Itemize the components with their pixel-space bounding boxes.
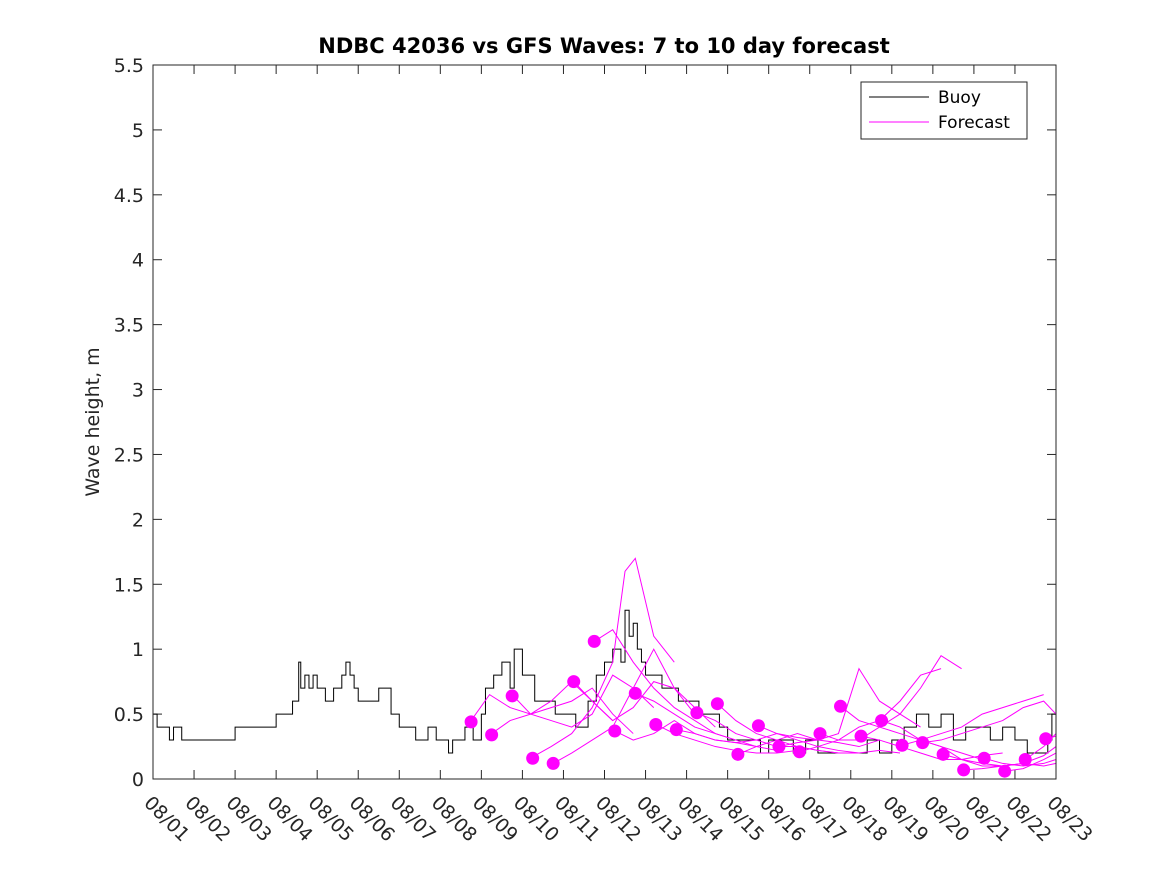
- y-tick-label: 3: [132, 380, 144, 402]
- y-axis-ticks: 0 0.5 1 1.5 2 2.5 3 3.5 4 4.5 5 5.5: [114, 55, 1056, 791]
- legend-forecast-label: Forecast: [938, 113, 1010, 133]
- forecast-run-line: [491, 687, 634, 734]
- legend-buoy-label: Buoy: [938, 88, 981, 108]
- forecast-marker: [751, 719, 765, 733]
- forecast-marker: [875, 714, 889, 728]
- forecast-run-line: [840, 705, 983, 761]
- forecast-marker: [792, 745, 806, 759]
- forecast-run-line: [819, 654, 962, 741]
- forecast-run-line: [737, 733, 880, 755]
- y-tick-label: 4: [132, 250, 144, 272]
- forecast-run-line: [532, 557, 675, 758]
- forecast-run-line: [635, 692, 777, 751]
- forecast-marker: [772, 740, 786, 754]
- forecast-run-line: [717, 703, 859, 754]
- y-tick-label: 4.5: [114, 185, 144, 207]
- legend-box: [860, 81, 1028, 140]
- forecast-run-line: [593, 629, 736, 741]
- forecast-marker: [485, 728, 499, 742]
- chart-title: NDBC 42036 vs GFS Waves: 7 to 10 day for…: [318, 34, 889, 58]
- forecast-run-line: [1004, 752, 1057, 772]
- forecast-marker: [731, 747, 745, 761]
- forecast-marker: [608, 724, 622, 738]
- forecast-marker: [916, 736, 930, 750]
- forecast-marker: [669, 723, 683, 737]
- y-tick-label: 5: [132, 120, 144, 142]
- forecast-marker: [854, 729, 868, 743]
- forecast-marker: [587, 634, 601, 648]
- series-layer: [153, 557, 1057, 778]
- forecast-run-line: [778, 667, 921, 748]
- y-tick-label: 0.5: [114, 704, 144, 726]
- forecast-marker: [1018, 753, 1032, 767]
- forecast-marker: [998, 764, 1012, 778]
- forecast-marker: [834, 699, 848, 713]
- forecast-run-line: [573, 681, 716, 728]
- forecast-marker: [1039, 732, 1053, 746]
- forecast-marker: [546, 756, 560, 770]
- forecast-marker: [895, 738, 909, 752]
- forecast-run-line: [984, 757, 1057, 767]
- forecast-marker: [690, 706, 704, 720]
- forecast-marker: [936, 747, 950, 761]
- forecast-marker: [567, 675, 581, 689]
- forecast-run-line: [758, 725, 901, 754]
- forecast-marker: [977, 751, 991, 765]
- y-tick-label: 5.5: [114, 55, 144, 77]
- y-axis-label: Wave height, m: [82, 347, 104, 496]
- legend: Buoy Forecast: [860, 81, 1028, 140]
- y-tick-label: 3.5: [114, 315, 144, 337]
- forecast-run-line: [676, 729, 818, 744]
- y-tick-label: 2.5: [114, 444, 144, 466]
- y-tick-label: 1.5: [114, 574, 144, 596]
- forecast-marker: [710, 697, 724, 711]
- forecast-marker: [649, 717, 663, 731]
- forecast-marker: [957, 763, 971, 777]
- plot-frame: [152, 64, 1057, 780]
- y-tick-label: 0: [132, 769, 144, 791]
- forecast-marker: [813, 727, 827, 741]
- y-tick-label: 2: [132, 509, 144, 531]
- y-tick-label: 1: [132, 639, 144, 661]
- forecast-marker: [628, 686, 642, 700]
- buoy-line: [153, 609, 1057, 754]
- plot-area: [153, 65, 1056, 779]
- forecast-marker: [526, 751, 540, 765]
- forecast-marker: [505, 689, 519, 703]
- forecast-run-line: [922, 700, 1057, 744]
- forecast-run-line: [552, 648, 696, 764]
- forecast-marker: [464, 715, 478, 729]
